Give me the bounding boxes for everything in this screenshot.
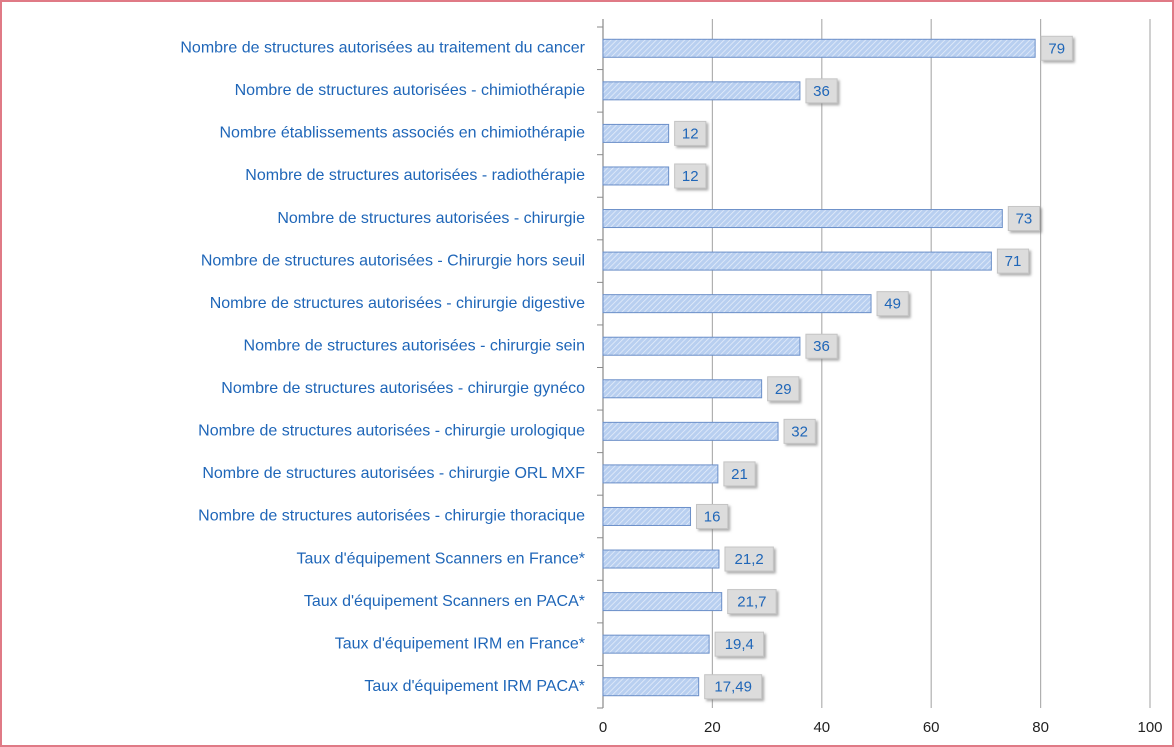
bar [602,592,723,612]
y-tick-label: Nombre de structures autorisées - chirur… [210,295,585,312]
value-label: 12 [682,168,699,185]
value-label-box [714,631,765,657]
y-tick-label: Taux d'équipement IRM en France* [335,635,585,652]
value-label-box [996,248,1030,274]
value-label-box [724,546,774,572]
bar [602,336,801,356]
x-tick-label: 60 [923,719,940,736]
value-label-box [674,163,707,189]
bar [602,209,1003,229]
bar [602,123,670,143]
value-label-box [876,291,909,317]
y-tick-label: Nombre de structures autorisées - Chirur… [201,252,585,269]
y-tick-label: Nombre de structures autorisées - chirur… [198,423,585,440]
y-tick-label: Nombre de structures autorisées - chirur… [277,210,585,227]
value-label: 21,2 [735,551,764,568]
value-label: 36 [813,338,830,355]
y-tick-label: Nombre de structures autorisées - chimio… [235,82,585,99]
x-tick-label: 100 [1137,719,1162,736]
value-label-box [696,503,729,529]
y-tick-label: Taux d'équipement Scanners en PACA* [304,593,585,610]
y-tick-label: Nombre de structures autorisées au trait… [180,40,585,57]
value-label-box [767,376,800,402]
value-label: 19,4 [725,636,754,653]
x-tick-label: 0 [599,719,607,736]
value-label-box [783,418,816,444]
bar [602,421,779,441]
value-label: 17,49 [714,679,752,696]
value-label: 36 [813,83,830,100]
value-label: 21 [731,466,748,483]
y-tick-label: Taux d'équipement IRM PACA* [364,678,585,695]
value-label-box [727,589,777,615]
bar [602,379,763,399]
y-tick-label: Taux d'équipement Scanners en France* [296,550,585,567]
bar [602,549,720,569]
bar [602,464,719,484]
x-tick-label: 80 [1032,719,1049,736]
bar [602,677,700,697]
value-label-box [704,674,763,700]
bar [602,166,670,186]
value-label: 32 [791,423,808,440]
value-label-box [1040,35,1073,61]
value-label-box [805,78,838,104]
bar [602,251,992,271]
value-label: 12 [682,125,699,142]
x-tick-label: 20 [704,719,721,736]
bar [602,506,692,526]
value-label: 71 [1005,253,1022,270]
value-label-box [1007,206,1041,232]
y-tick-label: Nombre de structures autorisées - chirur… [202,465,585,482]
x-tick-label: 40 [813,719,830,736]
y-tick-label: Nombre de structures autorisées - radiot… [245,167,585,184]
value-label: 21,7 [737,594,766,611]
y-tick-label: Nombre de structures autorisées - chirur… [244,337,585,354]
value-label: 29 [775,381,792,398]
value-label-box [723,461,756,487]
value-label-box [805,333,838,359]
y-tick-label: Nombre de structures autorisées - chirur… [198,508,585,525]
y-tick-label: Nombre établissements associés en chimio… [219,125,585,142]
value-label: 49 [884,296,901,313]
y-tick-label: Nombre de structures autorisées - chirur… [221,380,585,397]
bar [602,294,872,314]
value-label: 79 [1048,40,1065,57]
bar [602,81,801,101]
value-label: 73 [1016,211,1033,228]
bar [602,38,1036,58]
value-label-box [674,120,707,146]
bar [602,634,710,654]
value-label: 16 [704,508,721,525]
